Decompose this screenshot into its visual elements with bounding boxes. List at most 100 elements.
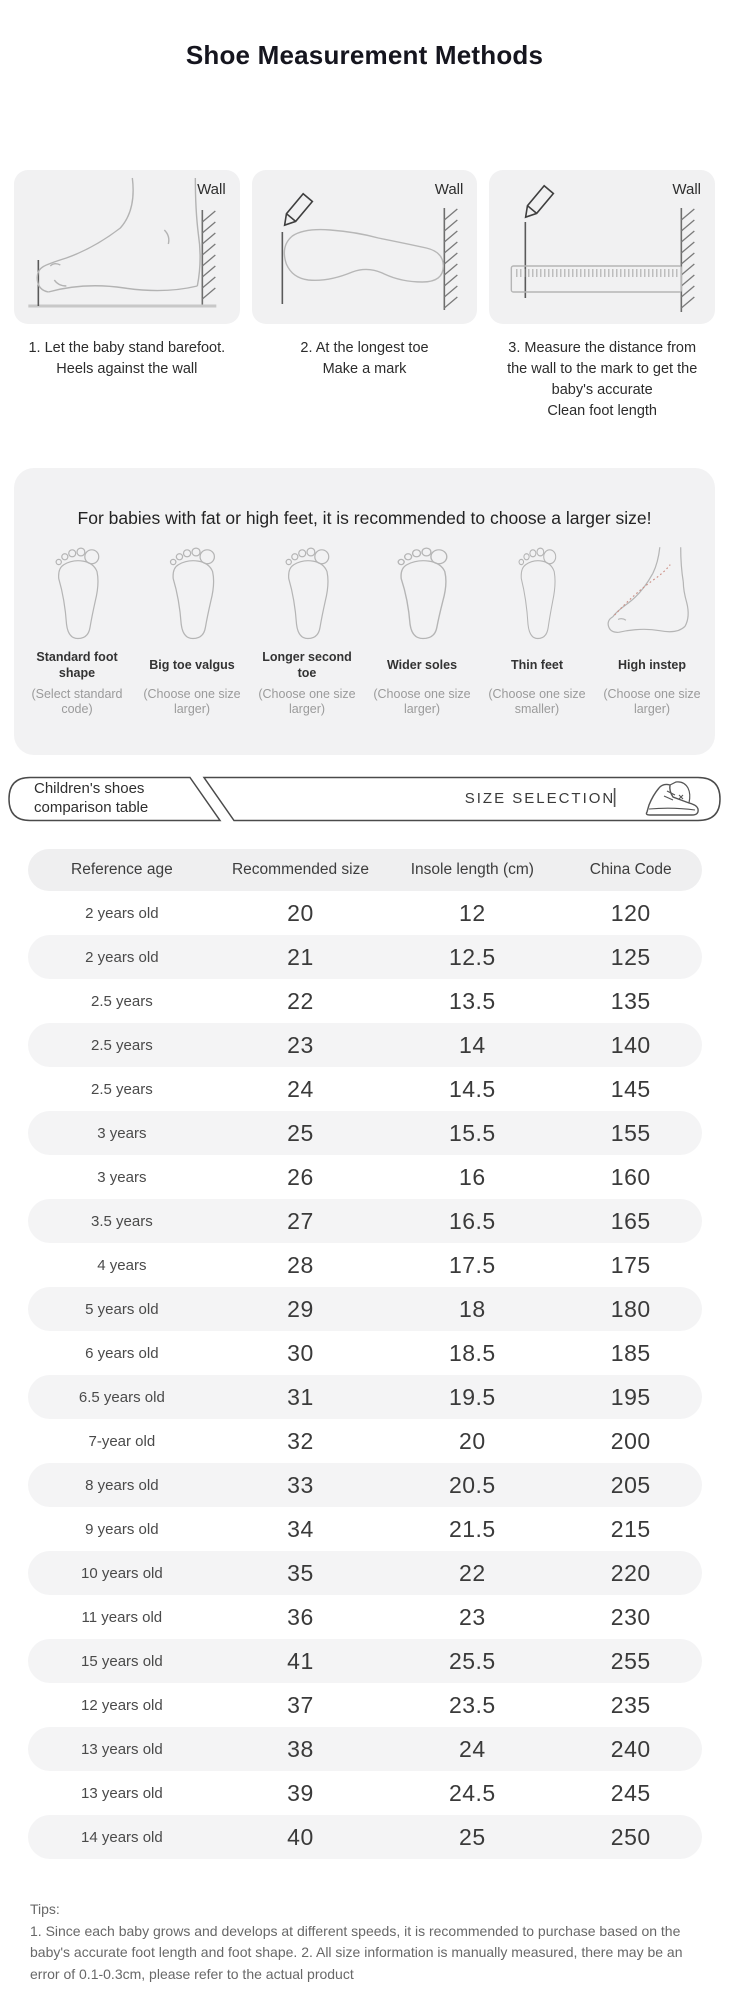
cell-recommended-size: 33 <box>287 1471 314 1498</box>
table-row: 5 years old 29 18 180 <box>27 1287 702 1331</box>
wall-label: Wall <box>434 181 464 198</box>
foot-type-item: Longer second toe (Choose one size larger… <box>254 542 360 717</box>
cell-reference-age: 10 years old <box>81 1564 163 1582</box>
cell-china-code: 145 <box>610 1075 651 1102</box>
fit-section: For babies with fat or high feet, it is … <box>14 468 715 755</box>
cell-reference-age: 11 years old <box>81 1608 163 1626</box>
foot-top-icon <box>55 547 100 640</box>
caption-line: Heels against the wall <box>56 361 198 377</box>
caption-line: 1. Let the baby stand barefoot. <box>28 340 226 356</box>
size-table-rows: 2 years old 20 12 120 2 years old 21 12.… <box>27 891 702 1859</box>
cell-insole-length: 24.5 <box>448 1779 496 1806</box>
table-row: 8 years old 33 20.5 205 <box>27 1463 702 1507</box>
cell-recommended-size: 39 <box>287 1779 314 1806</box>
foot-top-icon <box>397 547 448 640</box>
foot-type-label: Big toe valgus <box>149 658 235 672</box>
fit-heading: For babies with fat or high feet, it is … <box>77 508 652 528</box>
step-captions: 1. Let the baby stand barefoot. Heels ag… <box>0 338 729 422</box>
cell-reference-age: 6.5 years old <box>78 1388 165 1406</box>
cell-recommended-size: 32 <box>287 1427 314 1454</box>
cell-china-code: 135 <box>610 987 651 1014</box>
cell-insole-length: 14 <box>459 1031 486 1058</box>
cell-china-code: 215 <box>610 1515 651 1542</box>
cell-recommended-size: 29 <box>287 1295 314 1322</box>
step-caption-1: 1. Let the baby stand barefoot. Heels ag… <box>14 338 240 422</box>
table-row: 2 years old 20 12 120 <box>28 891 702 935</box>
cell-insole-length: 18 <box>459 1295 486 1322</box>
cell-insole-length: 21.5 <box>448 1515 496 1542</box>
caption-line: baby's accurate <box>551 382 653 398</box>
cell-reference-age: 12 years old <box>81 1696 163 1714</box>
cell-insole-length: 13.5 <box>448 987 496 1014</box>
tips-body: 1. Since each baby grows and develops at… <box>30 1922 683 1982</box>
cell-recommended-size: 30 <box>287 1339 314 1366</box>
cell-china-code: 245 <box>610 1779 651 1806</box>
table-row: 3 years 26 16 160 <box>28 1155 702 1199</box>
caption-line: 3. Measure the distance from <box>508 340 697 356</box>
tips: Tips: 1. Since each baby grows and devel… <box>30 1899 695 1985</box>
cell-reference-age: 13 years old <box>81 1740 163 1758</box>
foot-top-icon <box>518 547 557 640</box>
table-row: 13 years old 39 24.5 245 <box>28 1771 702 1815</box>
table-row: 15 years old 41 25.5 255 <box>27 1639 702 1683</box>
cell-china-code: 120 <box>610 899 651 926</box>
cell-reference-age: 2.5 years <box>91 992 153 1010</box>
ruler-measure-icon <box>510 184 696 312</box>
cell-recommended-size: 28 <box>287 1251 314 1278</box>
foot-type-label: Longer second toe <box>262 650 352 680</box>
foot-profile-against-wall-icon <box>28 177 217 308</box>
foot-type-note: (Choose one size larger) <box>143 687 241 716</box>
cell-recommended-size: 34 <box>287 1515 314 1542</box>
foot-side-icon <box>607 547 689 634</box>
foot-type-label: Standard foot shape <box>36 650 118 680</box>
table-row: 7-year old 32 20 200 <box>28 1419 702 1463</box>
foot-type-item: High instep (Choose one size larger) <box>599 542 705 717</box>
cell-recommended-size: 35 <box>287 1559 314 1586</box>
foot-type-note: (Choose one size larger) <box>258 687 356 716</box>
table-header: Reference age Recommended size Insole le… <box>27 849 702 891</box>
cell-china-code: 240 <box>610 1735 651 1762</box>
sneaker-icon <box>645 781 699 816</box>
cell-reference-age: 13 years old <box>81 1784 163 1802</box>
foot-types-row: Standard foot shape (Select standard code… <box>14 542 715 717</box>
cell-insole-length: 20.5 <box>448 1471 496 1498</box>
banner-tab-line: comparison table <box>34 799 149 816</box>
cell-insole-length: 18.5 <box>448 1339 496 1366</box>
cell-recommended-size: 21 <box>287 943 314 970</box>
size-table: Reference age Recommended size Insole le… <box>27 849 702 1859</box>
banner-tab: Children's shoes comparison table <box>34 779 148 817</box>
comparison-banner: Children's shoes comparison table SIZE S… <box>0 776 729 822</box>
table-row: 13 years old 38 24 240 <box>27 1727 702 1771</box>
cell-china-code: 195 <box>610 1383 651 1410</box>
wall-label: Wall <box>672 181 702 198</box>
table-row: 12 years old 37 23.5 235 <box>28 1683 702 1727</box>
table-row: 2.5 years 23 14 140 <box>27 1023 702 1067</box>
cell-china-code: 200 <box>610 1427 651 1454</box>
wall-label: Wall <box>197 181 226 198</box>
caption-line: Clean foot length <box>547 403 657 419</box>
step-caption-2: 2. At the longest toe Make a mark <box>252 338 478 422</box>
cell-china-code: 175 <box>610 1251 651 1278</box>
cell-insole-length: 23.5 <box>448 1691 496 1718</box>
cell-reference-age: 3 years <box>97 1168 147 1186</box>
banner-frame <box>8 776 721 822</box>
cell-insole-length: 25.5 <box>448 1647 496 1674</box>
caption-line: 2. At the longest toe <box>300 340 429 356</box>
page-title: Shoe Measurement Methods <box>185 40 544 70</box>
table-row: 3.5 years 27 16.5 165 <box>27 1199 702 1243</box>
cell-recommended-size: 36 <box>287 1603 314 1630</box>
cell-reference-age: 9 years old <box>85 1520 159 1538</box>
cell-china-code: 160 <box>610 1163 651 1190</box>
cell-insole-length: 25 <box>459 1823 486 1850</box>
cell-reference-age: 14 years old <box>81 1828 163 1846</box>
foot-type-label: Thin feet <box>510 658 564 672</box>
cell-insole-length: 19.5 <box>448 1383 496 1410</box>
cell-insole-length: 12.5 <box>448 943 496 970</box>
foot-type-label: High instep <box>617 658 687 672</box>
cell-insole-length: 24 <box>459 1735 486 1762</box>
table-row: 2 years old 21 12.5 125 <box>27 935 702 979</box>
col-header-reference-age: Reference age <box>71 861 173 878</box>
foot-type-note: (Choose one size larger) <box>603 687 701 716</box>
foot-type-item: Standard foot shape (Select standard code… <box>24 542 130 717</box>
cell-china-code: 165 <box>610 1207 651 1234</box>
